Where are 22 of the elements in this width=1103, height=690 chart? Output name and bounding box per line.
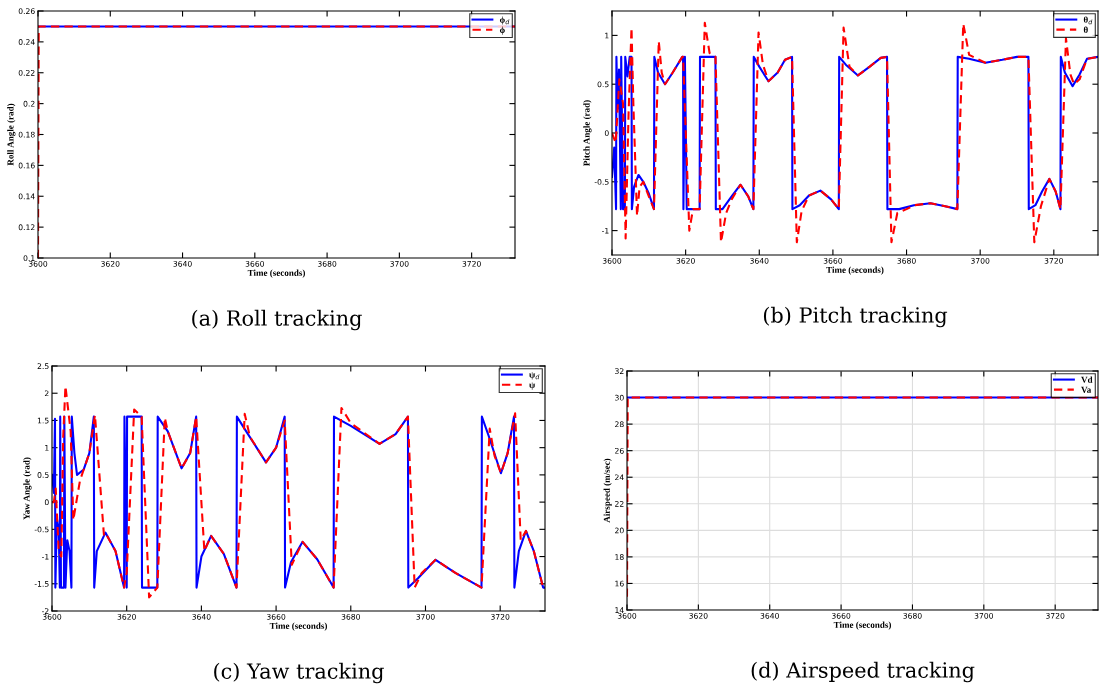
text: (b) Pitch tracking (763, 306, 948, 328)
text: (c) Yaw tracking (214, 662, 384, 684)
x-axis-title: Time (seconds) (833, 621, 891, 630)
legend-label: Va (1081, 386, 1092, 393)
x-axis-title: Time (seconds) (826, 266, 884, 275)
legend-label: θ$_{d}$ (1083, 16, 1093, 25)
line-series (52, 415, 545, 589)
legend-label: ψ$_{d}$ (529, 372, 540, 380)
line-series (612, 55, 1098, 211)
x-axis-title: Time (seconds) (269, 622, 327, 631)
legend-label: θ (1083, 26, 1088, 33)
legend-label: ϕ (499, 26, 505, 35)
x-axis-title: Time (seconds) (247, 269, 305, 278)
legend-label: ϕ$_{d}$ (499, 16, 510, 25)
y-axis-title: Roll Angle (rad) (7, 103, 16, 166)
text: (a) Roll tracking (192, 309, 362, 331)
y-axis-title: Pitch Angle (rad) (583, 100, 592, 166)
legend-label: ψ (529, 382, 536, 390)
y-axis-title: Yaw Angle (rad) (23, 457, 32, 520)
text: (d) Airspeed tracking (751, 661, 975, 683)
legend-label: Vd (1081, 376, 1093, 383)
y-axis-title: Airspeed (m/sec) (603, 458, 612, 523)
